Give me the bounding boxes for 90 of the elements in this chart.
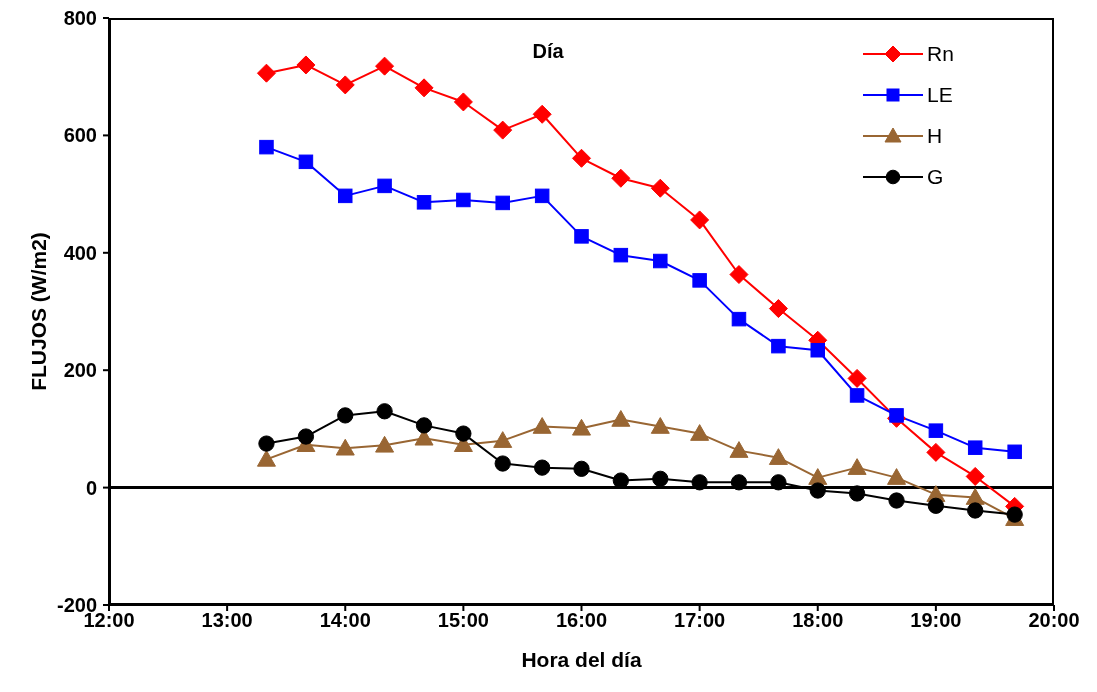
point	[572, 148, 591, 168]
point	[1007, 444, 1022, 460]
point	[414, 78, 434, 98]
point	[455, 425, 472, 442]
point	[416, 195, 432, 210]
y-tick-label: 600	[63, 124, 97, 147]
point	[810, 342, 825, 358]
point	[927, 497, 945, 514]
point	[377, 178, 392, 194]
y-axis-title: FLUJOS (W/m2)	[27, 232, 51, 391]
point	[652, 470, 669, 487]
legend-label: LE	[927, 82, 953, 107]
point	[256, 63, 276, 83]
point	[847, 368, 867, 388]
point	[375, 56, 395, 76]
point	[690, 210, 710, 230]
point	[965, 466, 985, 486]
x-tick-label: 20:00	[1028, 609, 1080, 632]
point	[453, 92, 473, 112]
point	[650, 178, 670, 198]
y-tick-label: 400	[63, 241, 97, 264]
point	[690, 424, 710, 441]
point	[771, 338, 786, 354]
point	[730, 474, 748, 491]
point	[376, 403, 393, 420]
point	[848, 485, 866, 502]
point	[375, 435, 395, 453]
x-tick-label: 17:00	[674, 609, 726, 632]
legend-label: H	[927, 123, 943, 148]
point	[256, 449, 276, 467]
point	[611, 410, 631, 427]
point	[335, 75, 355, 95]
point	[692, 273, 707, 288]
x-tick-label: 15:00	[437, 609, 489, 632]
point	[456, 192, 471, 208]
point	[337, 407, 354, 424]
point	[259, 139, 274, 155]
y-tick-label: 800	[63, 7, 97, 29]
point	[691, 474, 708, 491]
point	[967, 440, 983, 455]
point	[493, 431, 513, 448]
point	[653, 253, 668, 269]
point	[258, 435, 275, 452]
x-tick-label: 19:00	[910, 609, 962, 632]
point	[768, 299, 788, 319]
point	[967, 502, 984, 519]
point	[573, 460, 590, 477]
y-tick-label: 0	[85, 476, 97, 499]
point	[532, 417, 552, 434]
x-tick-label: 13:00	[201, 609, 253, 632]
point	[849, 388, 865, 403]
point	[297, 428, 315, 445]
point	[928, 423, 944, 438]
x-tick-label: 16:00	[555, 609, 608, 632]
point	[729, 265, 749, 285]
point	[494, 455, 511, 472]
point	[298, 154, 314, 170]
point	[338, 188, 353, 204]
point	[335, 438, 355, 456]
point	[887, 468, 907, 485]
point	[534, 459, 551, 476]
point	[888, 492, 905, 509]
point	[729, 441, 749, 458]
point	[768, 448, 788, 465]
point	[532, 104, 552, 124]
point	[926, 442, 946, 462]
point	[611, 168, 631, 188]
point	[572, 418, 591, 436]
point	[296, 55, 316, 75]
point	[731, 311, 747, 327]
point	[574, 229, 589, 244]
point	[847, 458, 867, 475]
x-axis-title: Hora del día	[521, 648, 642, 671]
point	[809, 482, 826, 499]
y-tick-label: 200	[63, 359, 97, 382]
point	[415, 417, 433, 434]
point	[493, 120, 513, 140]
point	[889, 408, 904, 423]
legend-label: G	[927, 164, 944, 189]
x-tick-label: 18:00	[792, 609, 844, 632]
point	[650, 417, 670, 434]
point	[965, 488, 985, 505]
point	[534, 188, 550, 204]
point	[808, 468, 828, 485]
point	[613, 247, 629, 263]
legend-label: Rn	[927, 41, 954, 66]
x-tick-label: 14:00	[319, 609, 371, 632]
point	[495, 195, 510, 211]
point	[770, 474, 787, 491]
text: Día	[531, 40, 565, 63]
